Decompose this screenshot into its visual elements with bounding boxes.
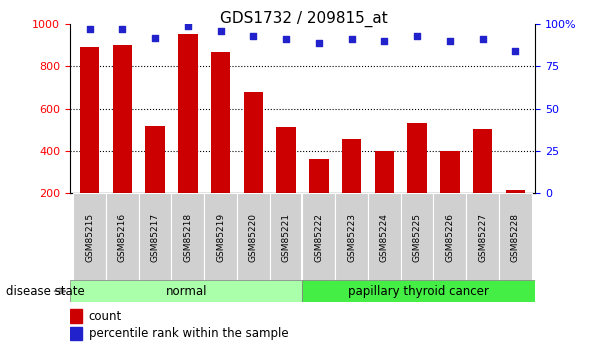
Bar [309,159,329,235]
Point [347,37,356,42]
Bar [80,47,99,235]
Text: GSM85219: GSM85219 [216,213,225,262]
Text: GSM85228: GSM85228 [511,213,520,262]
Bar [171,193,204,281]
Bar [244,92,263,235]
Bar [407,123,427,235]
Text: papillary thyroid cancer: papillary thyroid cancer [348,285,489,298]
Point [379,38,389,44]
Point [150,35,160,40]
Bar [70,327,81,340]
Text: GSM85220: GSM85220 [249,213,258,262]
Bar [237,193,270,281]
Point [412,33,422,39]
Text: GSM85218: GSM85218 [184,213,192,262]
Bar [499,193,532,281]
Text: disease state: disease state [6,285,85,298]
Bar [70,280,302,302]
Text: GSM85215: GSM85215 [85,213,94,262]
Bar [276,127,296,235]
Text: count: count [89,309,122,323]
Bar [375,151,394,235]
Text: GSM85222: GSM85222 [314,213,323,262]
Bar [302,280,535,302]
Point [314,40,323,46]
Bar [368,193,401,281]
Point [445,38,455,44]
Point [282,37,291,42]
Bar [401,193,434,281]
Text: GSM85226: GSM85226 [446,213,454,262]
Text: GDS1732 / 209815_at: GDS1732 / 209815_at [220,10,388,27]
Text: GSM85224: GSM85224 [380,213,389,262]
Text: GSM85223: GSM85223 [347,213,356,262]
Bar [342,139,361,235]
Bar [204,193,237,281]
Bar [434,193,466,281]
Point [511,48,520,54]
Point [478,37,488,42]
Bar [466,193,499,281]
Bar [178,34,198,235]
Bar [473,129,492,235]
Bar [302,193,335,281]
Bar [106,193,139,281]
Text: normal: normal [165,285,207,298]
Bar [70,309,81,323]
Text: percentile rank within the sample: percentile rank within the sample [89,327,288,340]
Bar [270,193,303,281]
Point [85,27,94,32]
Bar [139,193,171,281]
Bar [145,126,165,235]
Point [249,33,258,39]
Text: GSM85216: GSM85216 [118,213,127,262]
Text: GSM85217: GSM85217 [151,213,159,262]
Bar [73,193,106,281]
Bar [335,193,368,281]
Text: GSM85227: GSM85227 [478,213,487,262]
Bar [112,45,132,235]
Text: GSM85225: GSM85225 [413,213,421,262]
Bar [506,190,525,235]
Point [183,23,193,29]
Bar [440,151,460,235]
Point [117,27,127,32]
Text: GSM85221: GSM85221 [282,213,291,262]
Bar [211,52,230,235]
Point [216,28,226,34]
